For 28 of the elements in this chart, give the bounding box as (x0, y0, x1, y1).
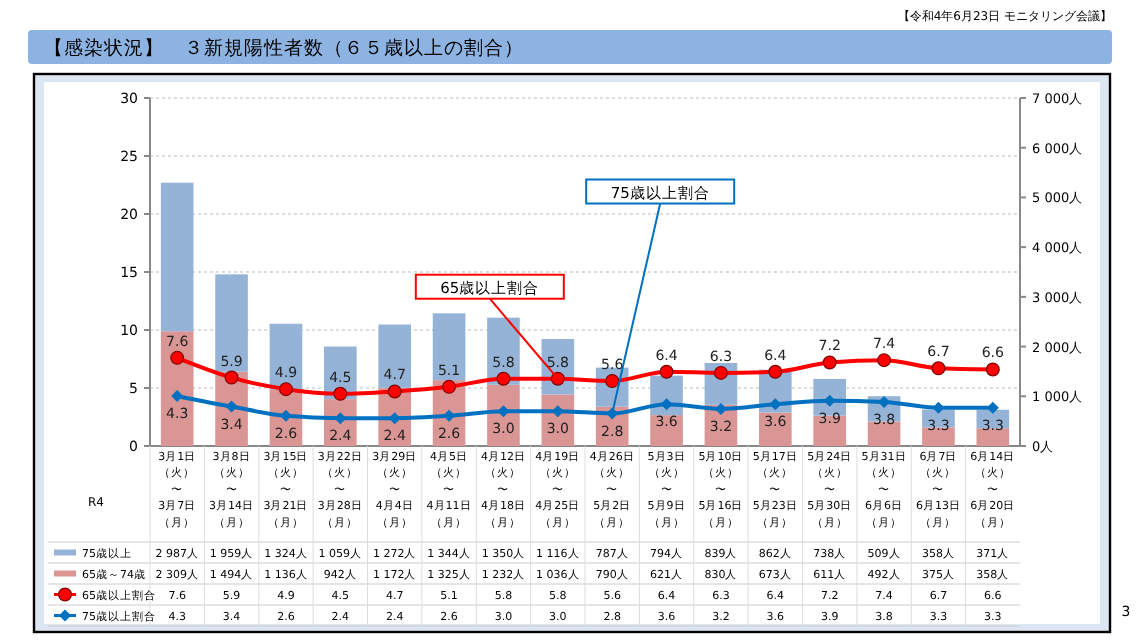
point (387, 384, 402, 399)
point (659, 364, 674, 379)
point (224, 370, 239, 385)
bar (922, 427, 955, 446)
bar (432, 313, 466, 381)
point (550, 371, 565, 386)
bar (160, 182, 194, 332)
point (768, 364, 783, 379)
point (442, 379, 457, 394)
bar (215, 274, 248, 372)
point (931, 361, 946, 376)
bar (378, 324, 411, 388)
point (225, 400, 238, 413)
point (822, 355, 837, 370)
bar (160, 331, 194, 446)
point (713, 365, 728, 380)
bar (487, 384, 520, 446)
point (333, 386, 348, 401)
point (171, 390, 184, 403)
point (278, 382, 293, 397)
bar (976, 428, 1010, 446)
point (496, 371, 511, 386)
point (170, 350, 185, 365)
point (877, 353, 892, 368)
chart-title: 【感染状況】 ３新規陽性者数（６５歳以上の割合） (44, 36, 524, 60)
bar (813, 415, 846, 446)
bar (867, 421, 901, 446)
point (985, 362, 1000, 377)
